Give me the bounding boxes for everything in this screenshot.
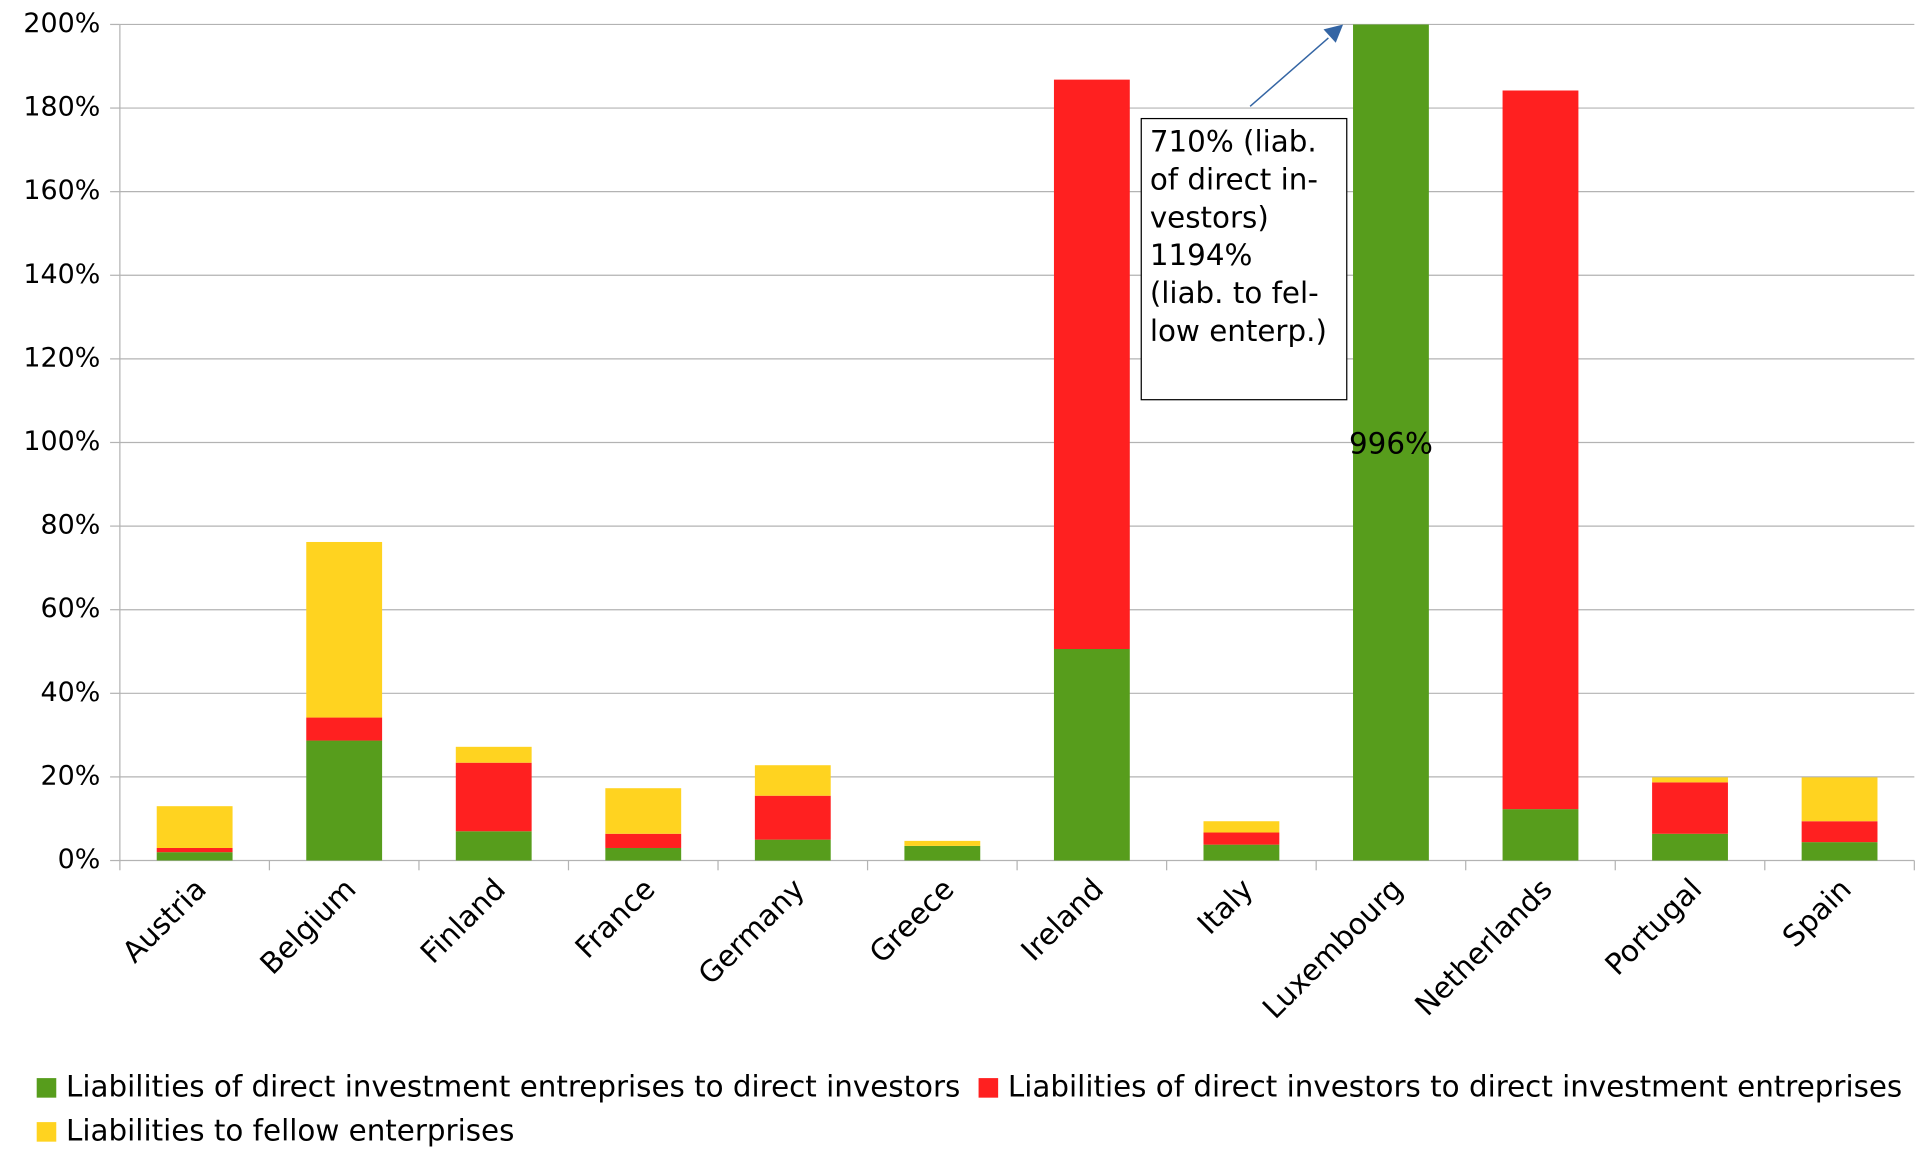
bar-segment (605, 788, 682, 834)
x-tick-label: Spain (1776, 872, 1858, 954)
bar-segment (1801, 821, 1878, 843)
y-tick-label: 60% (41, 593, 101, 624)
y-tick-label: 0% (58, 844, 101, 875)
y-tick-label: 140% (23, 259, 100, 290)
annotation-line: 1194% (1150, 238, 1253, 272)
legend-swatch (36, 1078, 57, 1098)
x-tick-label: Italy (1191, 872, 1260, 941)
annotation-arrow (1249, 37, 1329, 107)
x-tick-label: Austria (116, 872, 213, 969)
bar-segment (1652, 833, 1728, 861)
x-tick-label: Netherlands (1408, 872, 1559, 1022)
bar-segment (1353, 24, 1429, 861)
bar-segment (156, 852, 233, 861)
x-tick-label: Greece (863, 872, 961, 970)
bar-segment (1203, 844, 1280, 861)
bar-segment (904, 840, 981, 846)
annotation-line: (liab. to fel- (1150, 276, 1319, 310)
x-tick-label: Ireland (1014, 872, 1110, 968)
arrow-head (1323, 24, 1344, 43)
bar-segment (904, 845, 981, 861)
bar-segment (605, 833, 682, 848)
y-tick-label: 20% (41, 760, 101, 791)
bar-segment (754, 839, 831, 861)
y-tick-label: 80% (41, 510, 101, 541)
bar-segment (455, 762, 532, 832)
bar-segment (1053, 79, 1130, 649)
bar-segment (754, 795, 831, 840)
x-tick-label: Portugal (1598, 872, 1708, 982)
bar-segment (156, 806, 233, 848)
bar-segment (1652, 782, 1728, 834)
bar-segment (754, 765, 831, 796)
bar-segment (1801, 842, 1878, 861)
x-tick-label: Finland (414, 872, 512, 970)
y-tick-label: 200% (23, 8, 100, 39)
bar-segment (1053, 648, 1130, 861)
x-tick-label: Germany (692, 872, 811, 991)
bar-segment (605, 847, 682, 861)
y-tick-label: 180% (23, 92, 100, 123)
bar-segment (1652, 777, 1728, 783)
annotation-line: of direct in- (1150, 162, 1318, 196)
x-tick-label: Belgium (253, 872, 362, 981)
legend-swatch (36, 1122, 57, 1142)
bar-segment (156, 847, 233, 853)
y-tick-label: 40% (41, 677, 101, 708)
bar-segment (306, 717, 383, 741)
bar-segment (455, 746, 532, 763)
bar-segment (1203, 832, 1280, 845)
x-tick-label: France (569, 872, 662, 965)
legend-swatch (978, 1078, 999, 1098)
annotation-box (1140, 117, 1348, 401)
bar-segment (306, 740, 383, 861)
bar-segment (455, 831, 532, 861)
annotation-line: vestors) (1150, 200, 1269, 234)
legend-label: Liabilities of direct investment entrepr… (66, 1069, 960, 1103)
legend-label: Liabilities to fellow enterprises (66, 1113, 514, 1147)
legend-label: Liabilities of direct investors to direc… (1008, 1069, 1902, 1103)
y-tick-label: 120% (23, 342, 100, 373)
x-tick-label: Luxembourg (1256, 872, 1409, 1025)
bar-segment (1203, 821, 1280, 833)
bar-segment (1502, 90, 1579, 810)
bar-segment (306, 541, 383, 718)
annotation-line: 710% (liab. (1150, 125, 1317, 159)
annotation-line: low enterp.) (1150, 314, 1327, 348)
data-label: 996% (1349, 426, 1433, 460)
bar-segment (1502, 809, 1579, 861)
bar-segment (1801, 777, 1878, 822)
y-tick-label: 100% (23, 426, 100, 457)
y-tick-label: 160% (23, 175, 100, 206)
